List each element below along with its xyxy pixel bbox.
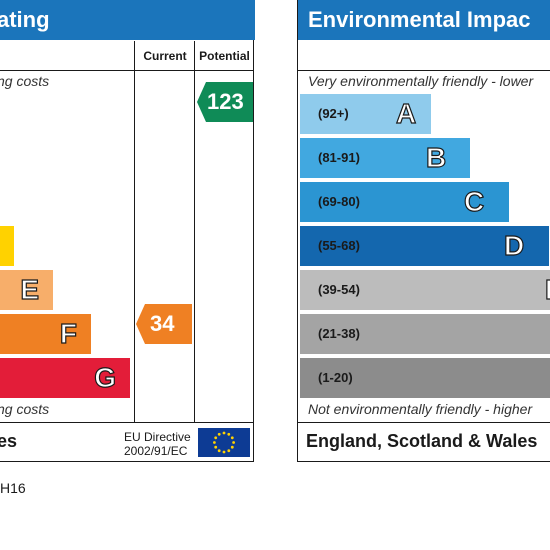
band-letter: G: [94, 361, 117, 393]
potential-rating-value: 123: [207, 89, 244, 114]
band-range: (69-80): [318, 194, 360, 209]
environment-subheader: [298, 41, 550, 71]
band-letter: B: [425, 141, 447, 173]
environment-band-e: (39-54) E: [300, 270, 550, 310]
eu-directive-text: EU Directive 2002/91/EC: [124, 430, 191, 458]
energy-panel-header: ating: [0, 0, 255, 40]
environment-band-f: (21-38): [300, 314, 550, 354]
eu-directive-line2: 2002/91/EC: [124, 444, 188, 458]
column-divider: [134, 41, 135, 422]
energy-footer: es EU Directive 2002/91/EC: [0, 422, 254, 462]
current-column-header: Current: [143, 49, 187, 63]
energy-band-g: G: [0, 358, 130, 398]
band-letter: A: [395, 97, 417, 129]
current-rating-arrow: 34: [136, 304, 192, 344]
caption-text: H16: [0, 480, 26, 496]
band-letter: F: [59, 317, 77, 349]
band-letter: C: [463, 185, 485, 217]
energy-band-f: F: [0, 314, 91, 354]
eu-directive-line1: EU Directive: [124, 430, 191, 444]
potential-rating-arrow: 123: [197, 82, 253, 122]
band-range: (81-91): [318, 150, 360, 165]
environmental-impact-panel: Environmental Impac Very environmentally…: [297, 0, 550, 462]
environment-panel-title: Environmental Impac: [308, 7, 531, 32]
energy-panel-title: ating: [0, 7, 50, 32]
environment-footer: England, Scotland & Wales: [298, 422, 550, 462]
band-range: (92+): [318, 106, 349, 121]
column-headers: Current Potential: [0, 41, 254, 71]
energy-top-note: ng costs: [0, 73, 50, 89]
environment-footer-label: England, Scotland & Wales: [306, 431, 538, 451]
environment-band-b: (81-91) B: [300, 138, 470, 178]
energy-efficiency-panel: ating Current Potential ng costs E F G 3…: [0, 0, 255, 462]
environment-band-g: (1-20): [300, 358, 550, 398]
current-rating-shape: [136, 304, 192, 344]
potential-column-header: Potential: [199, 49, 250, 63]
eu-stars-icon: [213, 431, 235, 454]
band-letter: E: [20, 273, 40, 305]
environment-band-d: (55-68) D: [300, 226, 549, 266]
band-range: (39-54): [318, 282, 360, 297]
band-range: (55-68): [318, 238, 360, 253]
environment-bottom-note: Not environmentally friendly - higher: [308, 401, 533, 417]
band-range: (21-38): [318, 326, 360, 341]
environment-band-c: (69-80) C: [300, 182, 509, 222]
environment-top-note: Very environmentally friendly - lower: [308, 73, 534, 89]
energy-band-e: E: [0, 270, 53, 310]
energy-footer-label: es: [0, 431, 18, 451]
band-letter: E: [544, 270, 550, 310]
potential-rating-shape: [197, 82, 253, 122]
current-rating-value: 34: [150, 311, 175, 336]
environment-band-a: (92+) A: [300, 94, 431, 134]
energy-band-d: [0, 226, 14, 266]
eu-flag-icon: [198, 428, 250, 457]
band-range: (1-20): [318, 370, 353, 385]
column-divider: [194, 41, 195, 422]
band-letter: D: [503, 229, 525, 261]
energy-bottom-note: ng costs: [0, 401, 50, 417]
environment-panel-header: Environmental Impac: [298, 0, 550, 40]
